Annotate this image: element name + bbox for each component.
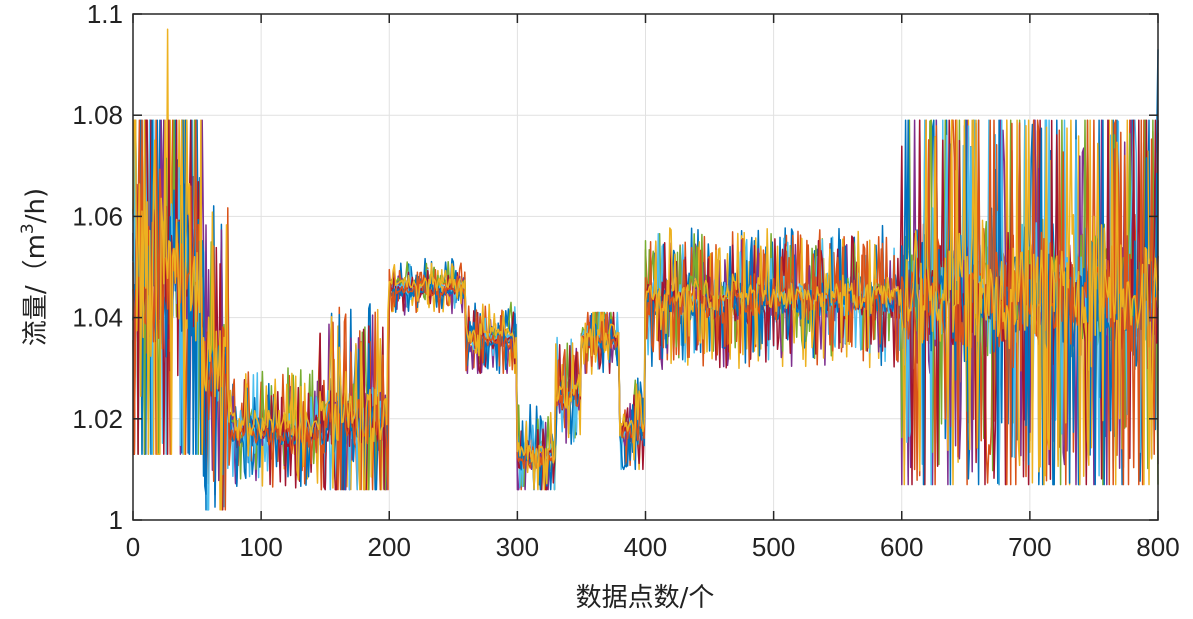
series-line-10 <box>132 119 1159 511</box>
y-axis-title-main: 流量/（m <box>21 234 51 346</box>
x-tick-label: 600 <box>880 532 923 562</box>
x-tick-label: 300 <box>496 532 539 562</box>
x-axis-title: 数据点数/个 <box>576 583 715 613</box>
x-tick-label: 0 <box>126 532 140 562</box>
y-tick-label: 1.08 <box>72 100 123 130</box>
y-tick-label: 1.06 <box>72 201 123 231</box>
axis-ticks: 0 100 200 300 400 500 600 700 800 1 1.02 1.04 1.06 1.… <box>72 0 1179 562</box>
x-tick-label: 200 <box>368 532 411 562</box>
y-axis-title-sup: 3 <box>18 223 38 234</box>
series-group <box>132 28 1159 511</box>
y-tick-label: 1.04 <box>72 303 123 333</box>
y-axis-title: 流量/（m3/h) <box>18 188 51 346</box>
x-tick-label: 400 <box>624 532 667 562</box>
y-tick-label: 1.02 <box>72 404 123 434</box>
x-tick-label: 100 <box>239 532 282 562</box>
y-axis-title-tail: /h) <box>21 188 51 223</box>
x-tick-label: 500 <box>752 532 795 562</box>
y-tick-label: 1.1 <box>87 0 123 29</box>
x-tick-label: 700 <box>1008 532 1051 562</box>
x-tick-label: 800 <box>1136 532 1179 562</box>
y-tick-label: 1 <box>109 505 123 535</box>
